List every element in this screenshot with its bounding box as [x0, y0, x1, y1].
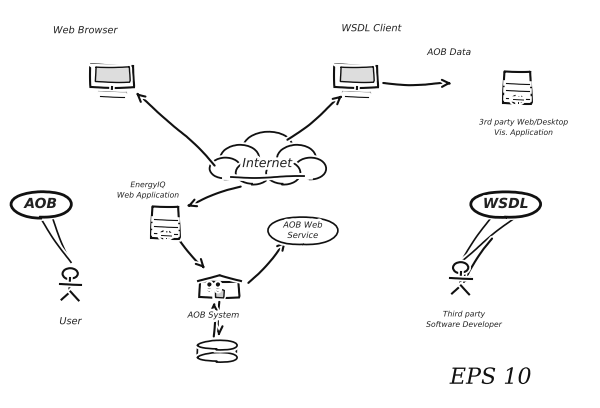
Ellipse shape: [269, 216, 337, 244]
Text: Web Browser: Web Browser: [53, 25, 118, 35]
Text: User: User: [59, 316, 82, 326]
Circle shape: [209, 158, 240, 180]
FancyBboxPatch shape: [340, 66, 373, 81]
Text: Third party
Software Developer: Third party Software Developer: [426, 310, 502, 329]
Text: AOB Data: AOB Data: [427, 48, 471, 57]
Ellipse shape: [472, 191, 540, 217]
FancyBboxPatch shape: [95, 66, 129, 81]
Text: AOB System: AOB System: [188, 310, 239, 319]
FancyBboxPatch shape: [504, 71, 531, 102]
FancyBboxPatch shape: [335, 65, 378, 87]
Ellipse shape: [11, 191, 70, 217]
Text: WSDL Client: WSDL Client: [341, 23, 401, 33]
Circle shape: [265, 162, 299, 184]
Text: EnergyIQ
Web Application: EnergyIQ Web Application: [117, 180, 179, 200]
FancyBboxPatch shape: [215, 290, 223, 297]
Text: WSDL: WSDL: [483, 197, 529, 211]
Text: AOB: AOB: [25, 197, 57, 211]
Text: 3rd party Web/Desktop
Vis. Application: 3rd party Web/Desktop Vis. Application: [479, 118, 568, 137]
Circle shape: [294, 158, 325, 180]
Circle shape: [235, 162, 269, 184]
Circle shape: [161, 231, 171, 238]
Circle shape: [454, 263, 468, 273]
Circle shape: [512, 96, 523, 103]
Ellipse shape: [197, 341, 236, 350]
Text: AOB Web
Service: AOB Web Service: [283, 221, 323, 240]
Circle shape: [64, 269, 77, 278]
Circle shape: [276, 145, 315, 171]
Text: Internet: Internet: [242, 157, 292, 170]
FancyBboxPatch shape: [91, 65, 134, 87]
FancyBboxPatch shape: [152, 206, 179, 238]
Circle shape: [242, 131, 292, 165]
Circle shape: [220, 145, 258, 171]
Ellipse shape: [197, 353, 236, 362]
FancyBboxPatch shape: [200, 281, 239, 297]
Text: EPS 10: EPS 10: [450, 367, 532, 389]
